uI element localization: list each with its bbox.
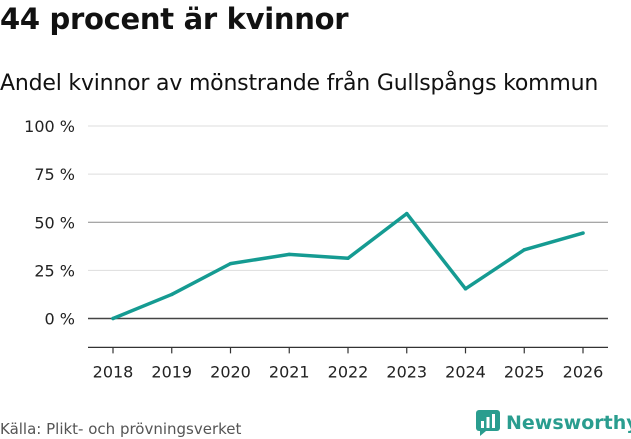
x-tick-label-2025: 2025 [504,362,545,381]
data-point-2022 [346,256,350,260]
chart-title: 44 procent är kvinnor [0,2,349,36]
chart-subtitle: Andel kvinnor av mönstrande från Gullspå… [0,71,599,96]
x-tick-label-2018: 2018 [93,362,134,381]
series-layer [111,211,585,321]
x-tick-label-2022: 2022 [328,362,369,381]
y-tick-label-50: 50 % [34,213,75,232]
data-point-2026 [581,231,585,235]
x-tick-label-2023: 2023 [386,362,427,381]
y-tick-label-100: 100 % [24,117,75,136]
y-tick-label-25: 25 % [34,261,75,280]
newsworthy-logo-icon [476,410,500,436]
data-point-2025 [522,248,526,252]
axis-layer: 0 % 25 % 50 % 75 % 100 % 2018 2019 2020 2021 2022… [24,117,608,381]
brand-logo: Newsworthy [476,408,631,438]
grid-layer [88,125,608,320]
x-tick-label-2024: 2024 [445,362,486,381]
source-note: Källa: Plikt- och prövningsverket [0,420,242,438]
x-tick-label-2026: 2026 [563,362,604,381]
y-tick-label-75: 75 % [34,165,75,184]
x-tick-label-2019: 2019 [151,362,192,381]
data-point-2018 [111,316,115,321]
x-tick-label-2021: 2021 [269,362,310,381]
data-point-2020 [228,261,233,266]
x-tick-label-2020: 2020 [210,362,251,381]
data-point-2021 [287,252,291,257]
data-point-2024 [463,287,468,291]
series-line-0 [111,211,585,321]
y-tick-label-0: 0 % [45,310,75,329]
brand-name: Newsworthy [506,412,631,434]
data-point-2023 [405,211,409,216]
data-point-2019 [170,292,174,297]
